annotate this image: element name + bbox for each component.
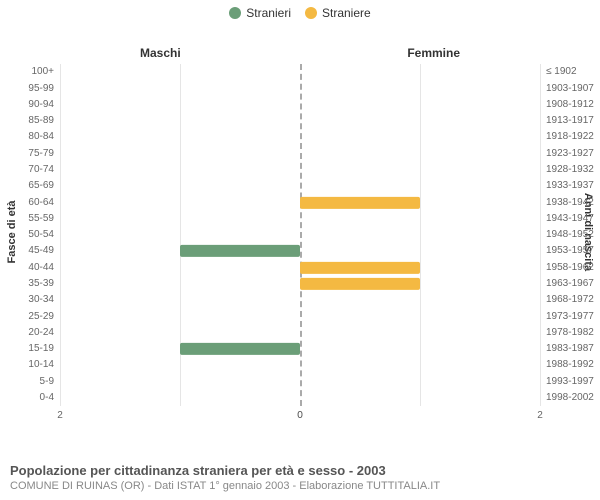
left-axis-label: Fasce di età [6, 201, 18, 264]
age-tick: 35-39 [28, 279, 60, 289]
age-tick: 50-54 [28, 230, 60, 240]
birth-tick: 1983-1987 [540, 344, 594, 354]
x-tick: 2 [57, 406, 63, 421]
age-row: 35-391963-1967 [60, 276, 540, 292]
birth-tick: 1908-1912 [540, 100, 594, 110]
age-row: 65-691933-1937 [60, 178, 540, 194]
caption: Popolazione per cittadinanza straniera p… [10, 463, 590, 492]
age-row: 40-441958-1962 [60, 259, 540, 275]
legend-label-female: Straniere [322, 6, 371, 20]
male-swatch [229, 7, 241, 19]
female-bar [300, 196, 420, 208]
age-row: 0-41998-2002 [60, 390, 540, 406]
legend-item-female: Straniere [305, 6, 371, 20]
female-swatch [305, 7, 317, 19]
birth-tick: 1923-1927 [540, 149, 594, 159]
birth-tick: 1948-1952 [540, 230, 594, 240]
age-row: 70-741928-1932 [60, 162, 540, 178]
birth-tick: 1903-1907 [540, 83, 594, 93]
birth-tick: 1958-1962 [540, 263, 594, 273]
birth-tick: 1933-1937 [540, 181, 594, 191]
birth-tick: 1968-1972 [540, 295, 594, 305]
female-bar [300, 278, 420, 290]
birth-tick: 1998-2002 [540, 393, 594, 403]
age-tick: 100+ [31, 67, 60, 77]
age-tick: 65-69 [28, 181, 60, 191]
legend-item-male: Stranieri [229, 6, 291, 20]
age-row: 20-241978-1982 [60, 325, 540, 341]
birth-tick: 1913-1917 [540, 116, 594, 126]
age-row: 55-591943-1947 [60, 211, 540, 227]
age-tick: 40-44 [28, 263, 60, 273]
x-tick: 0 [297, 406, 303, 421]
birth-tick: 1993-1997 [540, 377, 594, 387]
birth-tick: 1988-1992 [540, 360, 594, 370]
birth-tick: 1978-1982 [540, 328, 594, 338]
birth-tick: 1928-1932 [540, 165, 594, 175]
age-tick: 80-84 [28, 132, 60, 142]
age-row: 50-541948-1952 [60, 227, 540, 243]
age-tick: 30-34 [28, 295, 60, 305]
caption-subtitle: COMUNE DI RUINAS (OR) - Dati ISTAT 1° ge… [10, 480, 590, 492]
birth-tick: 1963-1967 [540, 279, 594, 289]
age-tick: 55-59 [28, 214, 60, 224]
birth-tick: ≤ 1902 [540, 67, 577, 77]
plot-area: 100+≤ 190295-991903-190790-941908-191285… [60, 64, 540, 406]
age-tick: 0-4 [40, 393, 60, 403]
age-row: 75-791923-1927 [60, 145, 540, 161]
age-row: 15-191983-1987 [60, 341, 540, 357]
age-tick: 70-74 [28, 165, 60, 175]
age-row: 5-91993-1997 [60, 373, 540, 389]
age-row: 95-991903-1907 [60, 80, 540, 96]
age-row: 10-141988-1992 [60, 357, 540, 373]
age-row: 90-941908-1912 [60, 97, 540, 113]
age-row: 25-291973-1977 [60, 308, 540, 324]
age-tick: 90-94 [28, 100, 60, 110]
caption-title: Popolazione per cittadinanza straniera p… [10, 463, 590, 478]
age-tick: 20-24 [28, 328, 60, 338]
male-side-title: Maschi [140, 46, 181, 60]
birth-tick: 1943-1947 [540, 214, 594, 224]
age-row: 60-641938-1942 [60, 194, 540, 210]
age-tick: 5-9 [40, 377, 60, 387]
age-row: 45-491953-1957 [60, 243, 540, 259]
legend-label-male: Stranieri [246, 6, 291, 20]
age-tick: 10-14 [28, 360, 60, 370]
age-tick: 15-19 [28, 344, 60, 354]
birth-tick: 1953-1957 [540, 246, 594, 256]
birth-tick: 1918-1922 [540, 132, 594, 142]
age-tick: 85-89 [28, 116, 60, 126]
chart: Maschi Femmine Fasce di età Anni di nasc… [0, 22, 600, 442]
birth-tick: 1938-1942 [540, 197, 594, 207]
age-row: 85-891913-1917 [60, 113, 540, 129]
age-row: 30-341968-1972 [60, 292, 540, 308]
x-tick: 2 [537, 406, 543, 421]
age-row: 100+≤ 1902 [60, 64, 540, 80]
age-tick: 95-99 [28, 83, 60, 93]
female-side-title: Femmine [407, 46, 460, 60]
legend: Stranieri Straniere [0, 0, 600, 22]
age-row: 80-841918-1922 [60, 129, 540, 145]
age-tick: 60-64 [28, 197, 60, 207]
male-bar [180, 245, 300, 257]
male-bar [180, 343, 300, 355]
age-tick: 75-79 [28, 149, 60, 159]
birth-tick: 1973-1977 [540, 311, 594, 321]
age-tick: 25-29 [28, 311, 60, 321]
age-tick: 45-49 [28, 246, 60, 256]
female-bar [300, 262, 420, 274]
